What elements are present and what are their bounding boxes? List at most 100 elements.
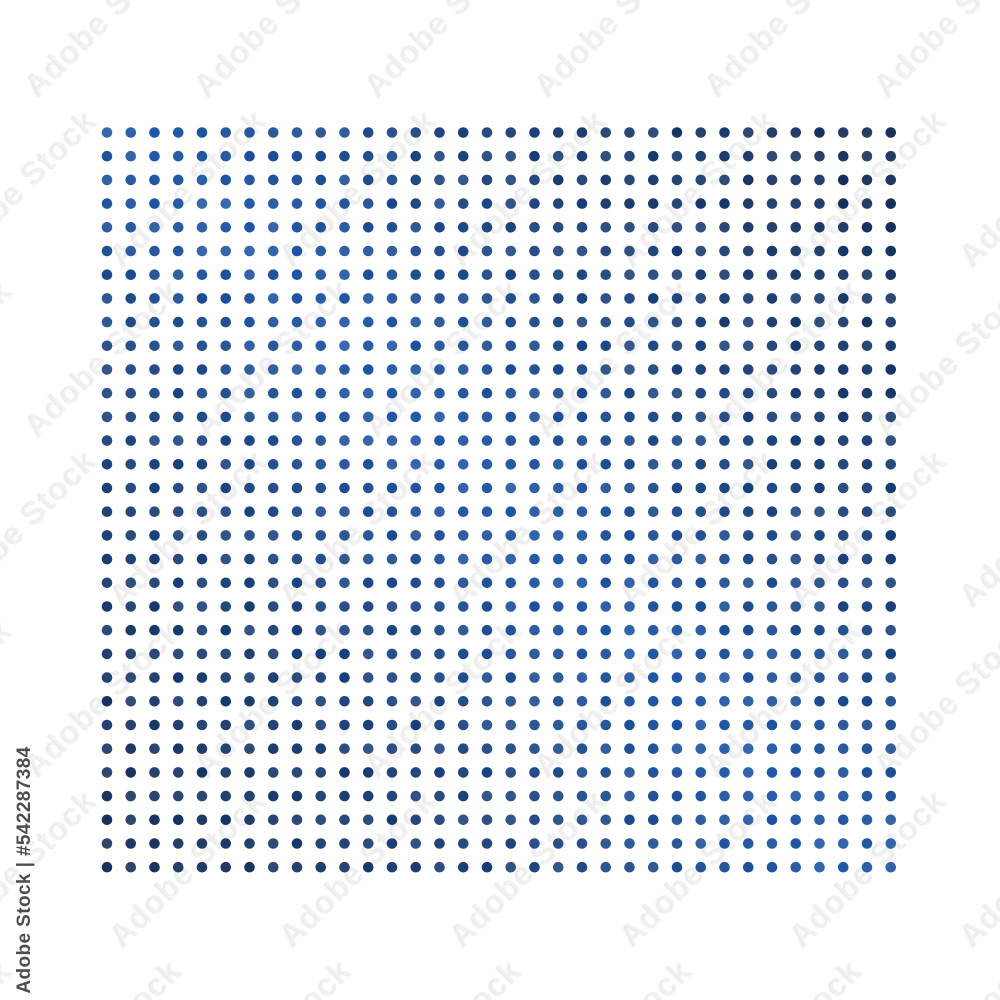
dot [172,293,184,304]
dot [814,411,825,423]
dot [647,790,659,802]
dot [576,459,588,470]
dot [434,601,445,612]
dot [101,530,113,541]
dot [695,814,707,826]
dot [576,814,588,826]
dot [481,743,493,754]
dot [339,672,350,683]
dot [814,245,825,257]
dot [529,198,540,209]
dot [552,767,564,778]
dot [647,364,659,375]
dot [149,340,160,352]
dot [814,624,825,636]
dot [125,601,137,612]
dot [719,435,730,446]
dot [386,340,398,352]
dot [695,530,707,541]
dot [790,198,802,209]
dot [624,482,635,494]
dot [149,719,160,731]
dot [790,696,802,707]
dot [814,814,825,826]
dot [196,411,208,423]
dot [410,672,422,683]
dot [362,482,374,494]
dot [220,482,232,494]
dot [505,861,517,873]
dot [505,174,517,186]
dot [339,316,350,328]
dot [101,269,113,281]
dot [339,577,350,589]
dot [339,364,350,375]
dot [695,245,707,257]
dot [624,767,635,778]
dot [196,174,208,186]
dot [362,601,374,612]
dot [671,767,683,778]
dot [315,648,327,660]
dot [481,150,493,162]
dot [410,387,422,399]
dot [315,293,327,304]
dot [576,743,588,754]
dot [362,245,374,257]
dot [719,459,730,470]
dot [600,577,612,589]
dot [600,435,612,446]
dot [766,577,778,589]
dot [481,174,493,186]
dot [339,127,350,138]
dot [315,174,327,186]
dot [172,577,184,589]
dot [600,624,612,636]
dot [220,861,232,873]
dot [125,506,137,517]
dot [291,269,303,281]
dot [244,624,255,636]
dot [220,696,232,707]
dot [600,719,612,731]
dot [220,316,232,328]
dot [339,245,350,257]
dot [244,245,255,257]
dot [671,222,683,233]
dot [196,767,208,778]
dot [790,387,802,399]
dot [291,482,303,494]
dot [410,577,422,589]
dot [719,269,730,281]
dot [410,506,422,517]
dot [576,174,588,186]
dot [220,601,232,612]
dot [315,459,327,470]
dot [410,624,422,636]
dot [790,577,802,589]
dot [647,767,659,778]
dot [125,435,137,446]
dot [339,814,350,826]
dot [790,838,802,849]
dot [861,364,873,375]
dot [267,387,279,399]
dot [624,601,635,612]
dot [552,269,564,281]
dot [529,340,540,352]
dot [339,482,350,494]
dot [695,364,707,375]
dot [220,624,232,636]
dot [861,150,873,162]
dot [647,553,659,565]
dot [315,482,327,494]
dot [719,411,730,423]
dot [552,553,564,565]
dot [101,435,113,446]
dot [529,696,540,707]
dot [267,127,279,138]
dot [386,174,398,186]
dot [457,530,469,541]
dot [410,719,422,731]
dot [552,127,564,138]
